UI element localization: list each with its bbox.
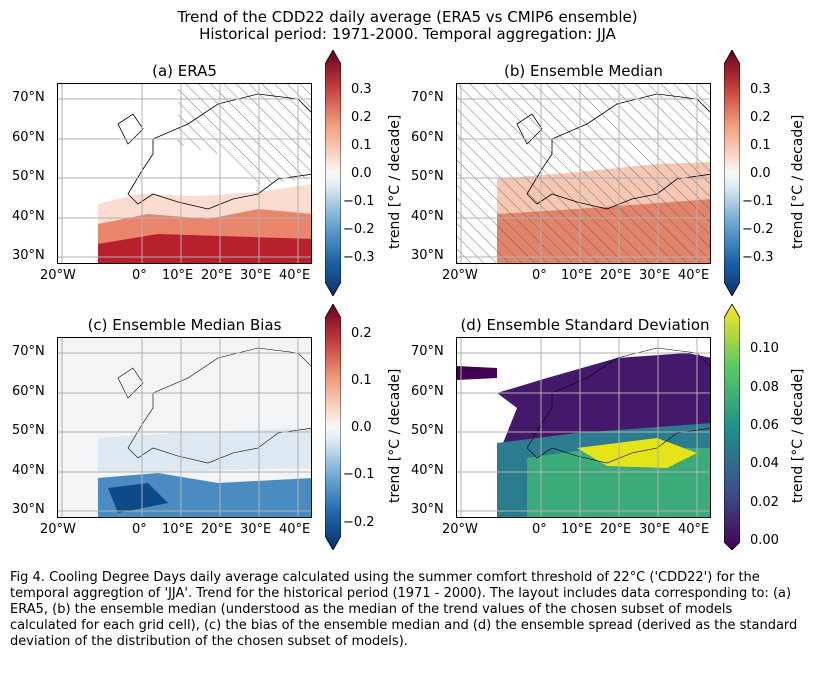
panel-a-map (57, 83, 312, 264)
lon-tick: 20°W (442, 522, 478, 537)
lon-tick: 0° (132, 522, 147, 537)
lat-tick: 70°N (12, 344, 45, 359)
colorbar-label: trend [°C / decade] (387, 114, 403, 249)
colorbar-tick: −0.1 (343, 194, 375, 209)
panel-b-title: (b) Ensemble Median (504, 62, 663, 80)
colorbar-tick: −0.2 (343, 222, 375, 237)
colorbar-tick: 0.1 (351, 138, 372, 153)
lat-tick: 40°N (12, 209, 45, 224)
colorbar-tick: 0.00 (750, 533, 779, 548)
lon-tick: 10°E (561, 522, 593, 537)
lat-tick: 60°N (12, 130, 45, 145)
colorbar-tick: 0.08 (750, 380, 779, 395)
lat-tick: 30°N (411, 502, 444, 517)
panel-c-map (57, 337, 312, 518)
figure-title-line2: Historical period: 1971-2000. Temporal a… (199, 25, 616, 43)
panel-d-map (456, 337, 711, 518)
bias-field-weak-negative (98, 428, 311, 473)
coastline (117, 93, 311, 210)
significance-hatching (457, 84, 710, 263)
coastline (526, 347, 710, 464)
lat-tick: 50°N (12, 169, 45, 184)
colorbar-tick: 0.1 (750, 138, 771, 153)
colorbar-tick: −0.1 (343, 467, 375, 482)
lat-tick: 40°N (411, 463, 444, 478)
warming-field-strong (98, 234, 311, 263)
colorbar-label: trend [°C / decade] (387, 368, 403, 503)
colorbar-tick: 0.0 (351, 166, 372, 181)
lon-tick: 10°E (561, 268, 593, 283)
lat-tick: 70°N (12, 90, 45, 105)
bias-field-strong-negative (108, 483, 168, 513)
colorbar-tick: 0.1 (351, 373, 372, 388)
lon-tick: 20°W (40, 268, 76, 283)
lat-tick: 30°N (12, 502, 45, 517)
colorbar-label: trend [°C / decade] (790, 114, 806, 249)
panel-c-title: (c) Ensemble Median Bias (87, 316, 282, 334)
colorbar-tick: −0.1 (742, 194, 774, 209)
lon-tick: 30°E (240, 268, 272, 283)
lat-tick: 60°N (12, 384, 45, 399)
spread-field-low (457, 366, 497, 380)
colorbar-tick: 0.0 (750, 166, 771, 181)
lat-tick: 60°N (411, 130, 444, 145)
lat-tick: 70°N (411, 344, 444, 359)
lat-tick: 50°N (411, 423, 444, 438)
panel-d-title: (d) Ensemble Standard Deviation (460, 316, 710, 334)
panel-a-title: (a) ERA5 (152, 62, 217, 80)
colorbar-tick: 0.0 (351, 420, 372, 435)
lon-tick: 20°E (600, 522, 632, 537)
colorbar-tick: 0.04 (750, 456, 779, 471)
colorbar-tick: −0.2 (343, 515, 375, 530)
colorbar-tick: −0.3 (742, 250, 774, 265)
colorbar-tick: 0.10 (750, 341, 779, 356)
colorbar-tick: −0.2 (742, 222, 774, 237)
lon-tick: 10°E (162, 522, 194, 537)
lon-tick: 40°E (279, 268, 311, 283)
lat-tick: 60°N (411, 384, 444, 399)
lon-tick: 0° (132, 268, 147, 283)
lon-tick: 40°E (279, 522, 311, 537)
lon-tick: 0° (532, 268, 547, 283)
lon-tick: 20°W (442, 268, 478, 283)
figure-caption: Fig 4. Cooling Degree Days daily average… (10, 570, 798, 649)
lon-tick: 20°E (201, 522, 233, 537)
lat-tick: 40°N (12, 463, 45, 478)
lat-tick: 40°N (411, 209, 444, 224)
colorbar-tick: 0.06 (750, 418, 779, 433)
colorbar-tick: −0.3 (343, 250, 375, 265)
lon-tick: 0° (532, 522, 547, 537)
lat-tick: 50°N (411, 169, 444, 184)
colorbar-tick: 0.2 (351, 326, 372, 341)
colorbar-b (724, 50, 740, 296)
colorbar-d (724, 304, 740, 550)
lat-tick: 30°N (411, 248, 444, 263)
panel-b-map (456, 83, 711, 264)
colorbar-tick: 0.3 (351, 82, 372, 97)
colorbar-a (325, 50, 341, 296)
lon-tick: 30°E (639, 268, 671, 283)
lon-tick: 20°E (600, 268, 632, 283)
spread-field-very-high (577, 438, 697, 468)
lon-tick: 20°E (201, 268, 233, 283)
lon-tick: 20°W (40, 522, 76, 537)
lat-tick: 50°N (12, 423, 45, 438)
colorbar-tick: 0.2 (351, 110, 372, 125)
lon-tick: 30°E (240, 522, 272, 537)
lon-tick: 40°E (678, 522, 710, 537)
colorbar-tick: 0.3 (750, 82, 771, 97)
lon-tick: 10°E (162, 268, 194, 283)
lon-tick: 30°E (639, 522, 671, 537)
colorbar-tick: 0.2 (750, 110, 771, 125)
lon-tick: 40°E (678, 268, 710, 283)
lat-tick: 30°N (12, 248, 45, 263)
lat-tick: 70°N (411, 90, 444, 105)
figure-title-line1: Trend of the CDD22 daily average (ERA5 v… (177, 8, 638, 26)
colorbar-label: trend [°C / decade] (790, 368, 806, 503)
colorbar-tick: 0.02 (750, 495, 779, 510)
coastline (516, 93, 710, 210)
colorbar-c (325, 304, 341, 550)
coastline (117, 347, 311, 464)
significance-hatching (178, 84, 311, 184)
